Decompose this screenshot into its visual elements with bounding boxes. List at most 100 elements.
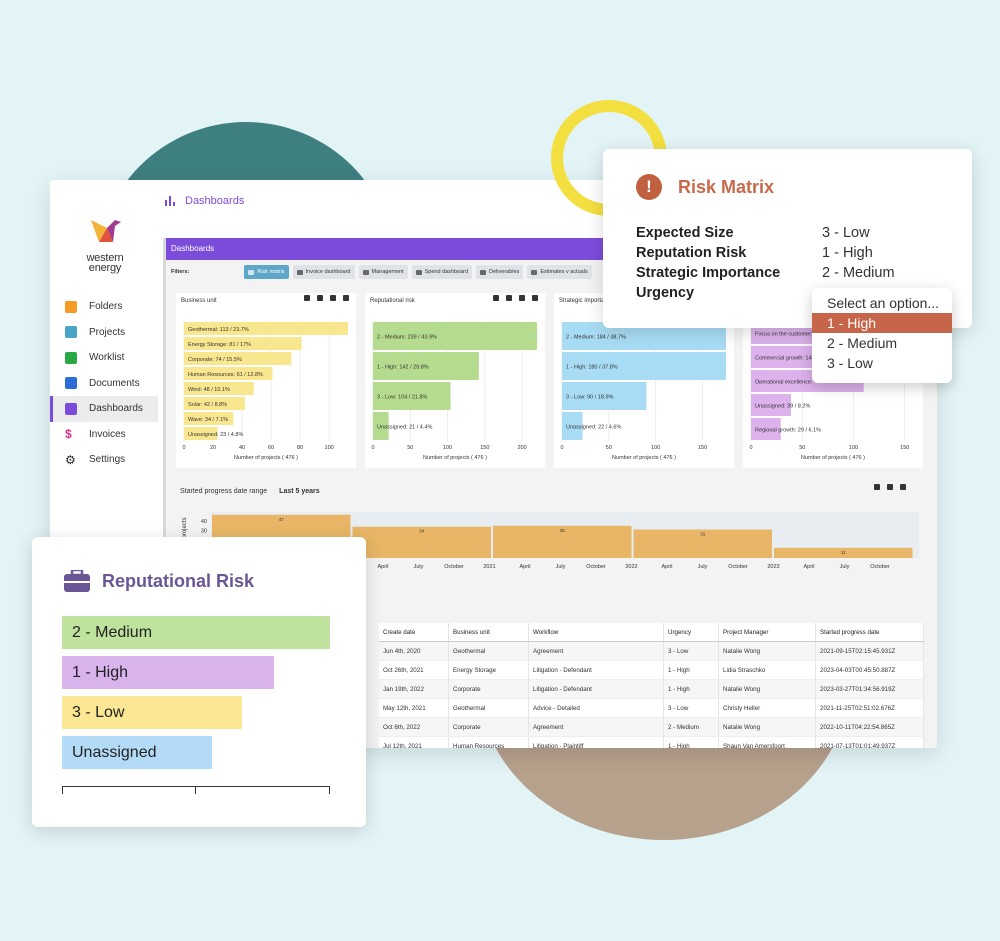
filter-chip-management[interactable]: Management bbox=[358, 265, 408, 279]
bar-value-label: 11 bbox=[841, 550, 846, 555]
bar[interactable] bbox=[562, 382, 647, 410]
table-row[interactable]: Jan 19th, 2022 Corporate Litigation - Defe… bbox=[379, 680, 924, 699]
y-tick-label: 40 bbox=[201, 519, 207, 525]
risk-row-value[interactable]: 2 - Medium bbox=[822, 265, 895, 281]
x-tick-label: October bbox=[586, 564, 606, 570]
bar[interactable] bbox=[184, 322, 348, 335]
bar[interactable] bbox=[184, 397, 245, 410]
risk-row-urgency: Urgency bbox=[636, 283, 895, 303]
bar[interactable] bbox=[751, 418, 781, 440]
x-tick-label: April bbox=[377, 564, 388, 570]
folder-icon bbox=[65, 300, 77, 313]
filter-chip-deliverables[interactable]: Deliverables bbox=[476, 265, 524, 279]
filter-chip-estimates-v-actuals[interactable]: Estimates v actuals bbox=[527, 265, 592, 279]
x-axis-label: Number of projects ( 476 ) bbox=[801, 455, 865, 461]
sidebar-item-label: Settings bbox=[89, 454, 126, 466]
table-row[interactable]: Jul 12th, 2021 Human Resources Litigation … bbox=[379, 737, 924, 748]
bar[interactable] bbox=[373, 412, 389, 440]
table-cell: Natalie Wong bbox=[719, 718, 816, 736]
reputational-risk-bar[interactable]: 1 - High bbox=[62, 656, 274, 689]
table-cell: Corporate bbox=[449, 680, 529, 698]
table-row[interactable]: Jun 4th, 2020 Geothermal Agreement 3 - Low N… bbox=[379, 642, 924, 661]
x-tick-label: July bbox=[840, 564, 850, 570]
table-row[interactable]: Oct 6th, 2022 Corporate Agreement 2 - Mediu… bbox=[379, 718, 924, 737]
expand-icon[interactable] bbox=[532, 295, 538, 301]
company-logo[interactable]: western energy bbox=[82, 216, 128, 274]
bar[interactable] bbox=[373, 322, 537, 350]
timeline-bar[interactable] bbox=[493, 525, 632, 558]
print-icon[interactable] bbox=[887, 484, 893, 490]
column-header[interactable]: Workflow bbox=[529, 623, 664, 641]
table-row[interactable]: Oct 26th, 2021 Energy Storage Litigation -… bbox=[379, 661, 924, 680]
table-cell: 1 - High bbox=[664, 680, 719, 698]
bar[interactable] bbox=[184, 367, 273, 380]
dropdown-placeholder[interactable]: Select an option... bbox=[827, 295, 940, 311]
filter-chip-spend-dashboard[interactable]: Spend dashboard bbox=[411, 265, 473, 279]
risk-row-key: Reputation Risk bbox=[636, 245, 747, 261]
urgency-dropdown[interactable]: Select an option... 1 - High 2 - Medium 3 -… bbox=[812, 288, 952, 383]
risk-row-value[interactable]: 1 - High bbox=[822, 245, 873, 261]
bar[interactable] bbox=[184, 412, 234, 425]
bar[interactable] bbox=[373, 382, 451, 410]
table-cell: Shaun Van Amersfoort bbox=[719, 737, 816, 748]
filter-chip-risk-matrix[interactable]: Risk matrix bbox=[244, 265, 289, 279]
sidebar-item-dashboards[interactable]: Dashboards bbox=[50, 396, 158, 422]
sidebar-item-documents[interactable]: Documents bbox=[50, 371, 158, 397]
column-header[interactable]: Business unit bbox=[449, 623, 529, 641]
x-tick-label: 0 bbox=[371, 445, 374, 451]
breadcrumb-label[interactable]: Dashboards bbox=[185, 195, 245, 207]
x-tick-label: April bbox=[803, 564, 814, 570]
sidebar-item-invoices[interactable]: $ Invoices bbox=[50, 422, 158, 448]
bar[interactable] bbox=[184, 337, 302, 350]
bar[interactable] bbox=[184, 352, 292, 365]
date-range-value[interactable]: Last 5 years bbox=[279, 488, 320, 495]
print-icon[interactable] bbox=[317, 295, 323, 301]
table-row[interactable]: May 12th, 2021 Geothermal Advice - Detaile… bbox=[379, 699, 924, 718]
camera-icon[interactable] bbox=[304, 295, 310, 301]
risk-row-value[interactable]: 3 - Low bbox=[822, 225, 870, 241]
column-header[interactable]: Urgency bbox=[664, 623, 719, 641]
table-cell: Lidia Straschko bbox=[719, 661, 816, 679]
bar[interactable] bbox=[562, 412, 583, 440]
bar[interactable] bbox=[562, 352, 726, 380]
y-tick-label: 30 bbox=[201, 528, 207, 534]
filter-chip-invoice-dashboard[interactable]: Invoice dashboard bbox=[292, 265, 355, 279]
print-icon[interactable] bbox=[506, 295, 512, 301]
sidebar-item-projects[interactable]: Projects bbox=[50, 320, 158, 346]
bar-chart-icon bbox=[165, 196, 175, 206]
timeline-bar[interactable] bbox=[352, 526, 492, 558]
dropdown-option[interactable]: 2 - Medium bbox=[827, 335, 898, 351]
logo-line1: western bbox=[86, 252, 124, 264]
table-cell: 2023-04-03T00:45:50.887Z bbox=[816, 661, 924, 679]
expand-icon[interactable] bbox=[343, 295, 349, 301]
sidebar-item-settings[interactable]: ⚙ Settings bbox=[50, 447, 158, 473]
refresh-icon[interactable] bbox=[519, 295, 525, 301]
bar[interactable] bbox=[373, 352, 479, 380]
bar-label: Focus on the customer: bbox=[755, 332, 813, 338]
bar[interactable] bbox=[751, 394, 791, 416]
bar[interactable] bbox=[184, 382, 254, 395]
chart-card-1: Business unit 0 20 40 60 80 100 Geothermal: 113… bbox=[176, 293, 356, 468]
timeline-bar[interactable] bbox=[774, 547, 913, 558]
reputational-risk-bar[interactable]: 2 - Medium bbox=[62, 616, 330, 649]
refresh-icon[interactable] bbox=[900, 484, 906, 490]
bar[interactable] bbox=[184, 427, 218, 440]
column-header[interactable]: Started progress date bbox=[816, 623, 924, 641]
reputational-risk-bar[interactable]: 3 - Low bbox=[62, 696, 242, 729]
sidebar-item-label: Invoices bbox=[89, 428, 126, 440]
x-tick-label: 50 bbox=[407, 445, 413, 451]
dropdown-option[interactable]: 3 - Low bbox=[827, 355, 873, 371]
refresh-icon[interactable] bbox=[330, 295, 336, 301]
sidebar-item-folders[interactable]: Folders bbox=[50, 294, 158, 320]
camera-icon[interactable] bbox=[493, 295, 499, 301]
bar-chart: 0 20 40 60 80 100 Geothermal: 113 / 23.7% Energ… bbox=[182, 321, 348, 461]
sidebar-item-worklist[interactable]: Worklist bbox=[50, 345, 158, 371]
reputational-risk-bar[interactable]: Unassigned bbox=[62, 736, 212, 769]
risk-row-key: Urgency bbox=[636, 285, 695, 301]
column-header[interactable]: Project Manager bbox=[719, 623, 816, 641]
timeline-bar[interactable] bbox=[633, 529, 773, 558]
dropdown-option[interactable]: 1 - High bbox=[812, 313, 952, 333]
dollar-icon: $ bbox=[65, 427, 72, 442]
camera-icon[interactable] bbox=[874, 484, 880, 490]
column-header[interactable]: Create date bbox=[379, 623, 449, 641]
